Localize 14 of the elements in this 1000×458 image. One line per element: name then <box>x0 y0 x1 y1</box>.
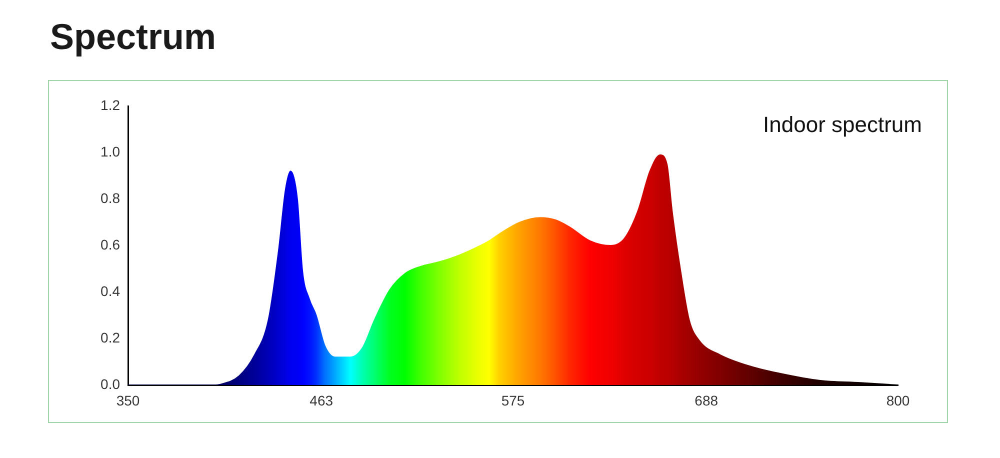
chart-title: Spectrum <box>50 16 216 58</box>
x-tick-label: 575 <box>501 392 525 408</box>
x-tick-label: 350 <box>116 392 140 408</box>
y-tick-label: 0.0 <box>100 376 120 392</box>
annotation: Indoor spectrum <box>763 112 922 138</box>
y-tick-label: 1.2 <box>100 96 120 113</box>
y-tick-label: 0.4 <box>100 282 120 299</box>
y-tick-label: 0.2 <box>100 329 120 346</box>
x-tick-label: 800 <box>886 392 910 408</box>
y-tick-label: 0.6 <box>100 236 120 252</box>
y-tick-label: 0.8 <box>100 190 120 206</box>
x-tick-label: 688 <box>694 392 718 408</box>
x-tick-label: 463 <box>310 392 334 408</box>
y-tick-label: 1.0 <box>100 143 120 160</box>
